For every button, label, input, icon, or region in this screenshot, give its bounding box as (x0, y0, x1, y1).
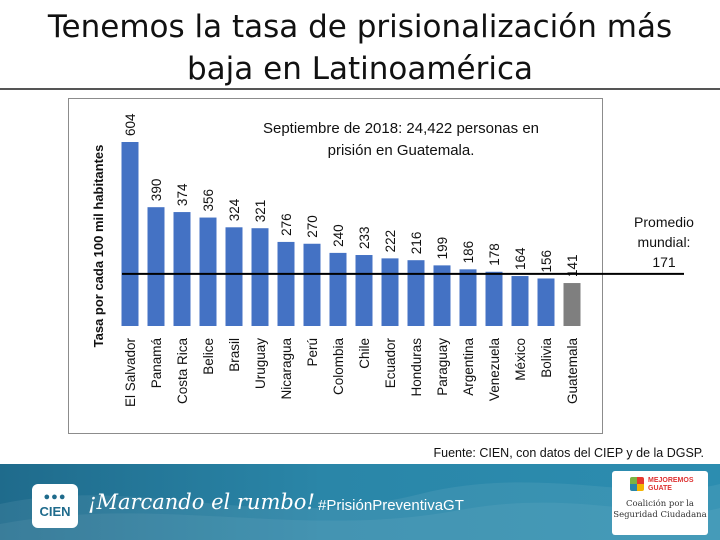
footer-banner: ●●● CIEN ¡Marcando el rumbo! #PrisiónPre… (0, 464, 720, 540)
bar-colombia (329, 252, 347, 326)
partner-tag: MEJOREMOS GUATE (648, 477, 694, 493)
value-label-panama: 390 (149, 179, 164, 202)
category-label-colombia: Colombia (331, 338, 346, 396)
title-divider (0, 88, 720, 90)
bar-paraguay (433, 265, 451, 326)
category-label-venezuela: Venezuela (487, 338, 502, 402)
world-average-line-2: mundial: (637, 234, 691, 250)
bar-mexico (511, 276, 529, 326)
value-label-paraguay: 199 (435, 237, 450, 260)
value-label-colombia: 240 (331, 224, 346, 247)
value-label-el-salvador: 604 (123, 113, 138, 136)
value-label-bolivia: 156 (539, 250, 554, 273)
category-label-panama: Panamá (149, 338, 164, 389)
slogan: ¡Marcando el rumbo! (88, 490, 315, 514)
bar-guatemala (563, 283, 581, 326)
value-label-uruguay: 321 (253, 200, 268, 223)
bar-belice (199, 217, 217, 326)
value-label-belice: 356 (201, 189, 216, 212)
bar-uruguay (251, 228, 269, 326)
value-label-mexico: 164 (513, 247, 528, 270)
partner-name-line-1: Coalición por la (625, 499, 694, 509)
value-label-peru: 270 (305, 215, 320, 238)
category-label-peru: Perú (305, 338, 320, 367)
category-label-bolivia: Bolivia (539, 338, 554, 378)
bar-bolivia (537, 278, 555, 326)
value-label-honduras: 216 (409, 232, 424, 255)
bar-costa-rica (173, 212, 191, 326)
category-label-mexico: México (513, 338, 528, 381)
value-label-guatemala: 141 (565, 255, 580, 278)
value-label-venezuela: 178 (487, 243, 502, 266)
partner-name-line-2: Seguridad Ciudadana (613, 510, 707, 520)
logo-dots-icon: ●●● (43, 491, 67, 503)
category-label-uruguay: Uruguay (253, 338, 268, 389)
bar-panama (147, 207, 165, 326)
partner-tag-line-1: MEJOREMOS (648, 477, 694, 484)
category-label-chile: Chile (357, 338, 372, 369)
category-label-ecuador: Ecuador (383, 338, 398, 389)
source-note: Fuente: CIEN, con datos del CIEP y de la… (433, 446, 704, 460)
value-label-nicaragua: 276 (279, 213, 294, 236)
slide-title-line-1: Tenemos la tasa de prisionalización más (47, 9, 673, 45)
coalition-logo[interactable]: MEJOREMOS GUATE Coalición por la Segurid… (612, 471, 708, 535)
value-label-chile: 233 (357, 226, 372, 249)
bar-honduras (407, 260, 425, 326)
y-axis-label: Tasa por cada 100 mil habitantes (91, 145, 106, 348)
hashtag[interactable]: #PrisiónPreventivaGT (318, 497, 464, 514)
bar-ecuador (381, 258, 399, 326)
partner-tag-line-2: GUATE (648, 485, 672, 492)
category-label-costa-rica: Costa Rica (175, 338, 190, 405)
bar-nicaragua (277, 241, 295, 326)
value-label-costa-rica: 374 (175, 183, 190, 206)
mejoremos-guate-icon (630, 477, 644, 491)
category-label-brasil: Brasil (227, 338, 242, 372)
annotation-line-1: Septiembre de 2018: 24,422 personas en (262, 120, 540, 137)
annotation-line-2: prisión en Guatemala. (327, 142, 475, 159)
value-label-ecuador: 222 (383, 230, 398, 253)
category-label-honduras: Honduras (409, 338, 424, 397)
world-average-line-1: Promedio (634, 214, 694, 230)
bar-peru (303, 243, 321, 326)
slide-title-line-2: baja en Latinoamérica (186, 51, 534, 87)
world-average-label: Promedio mundial: 171 (616, 212, 712, 272)
category-label-el-salvador: El Salvador (123, 338, 138, 408)
slide-title: Tenemos la tasa de prisionalización más … (40, 6, 680, 90)
value-label-brasil: 324 (227, 198, 242, 221)
category-label-argentina: Argentina (461, 338, 476, 396)
bar-brasil (225, 227, 243, 326)
bar-venezuela (485, 271, 503, 326)
category-label-nicaragua: Nicaragua (279, 338, 294, 400)
footer-wave-decoration (0, 482, 720, 540)
category-label-guatemala: Guatemala (565, 338, 580, 405)
chart-annotation: Septiembre de 2018: 24,422 personas en p… (222, 118, 580, 162)
cien-logo[interactable]: ●●● CIEN (32, 484, 78, 528)
bar-el-salvador (121, 142, 139, 326)
value-label-argentina: 186 (461, 241, 476, 264)
bar-chile (355, 255, 373, 326)
partner-name: Coalición por la Seguridad Ciudadana (612, 499, 708, 521)
category-label-belice: Belice (201, 338, 216, 375)
category-label-paraguay: Paraguay (435, 338, 450, 396)
cien-logo-text: CIEN (39, 504, 71, 519)
world-average-value: 171 (652, 254, 676, 270)
bar-argentina (459, 269, 477, 326)
